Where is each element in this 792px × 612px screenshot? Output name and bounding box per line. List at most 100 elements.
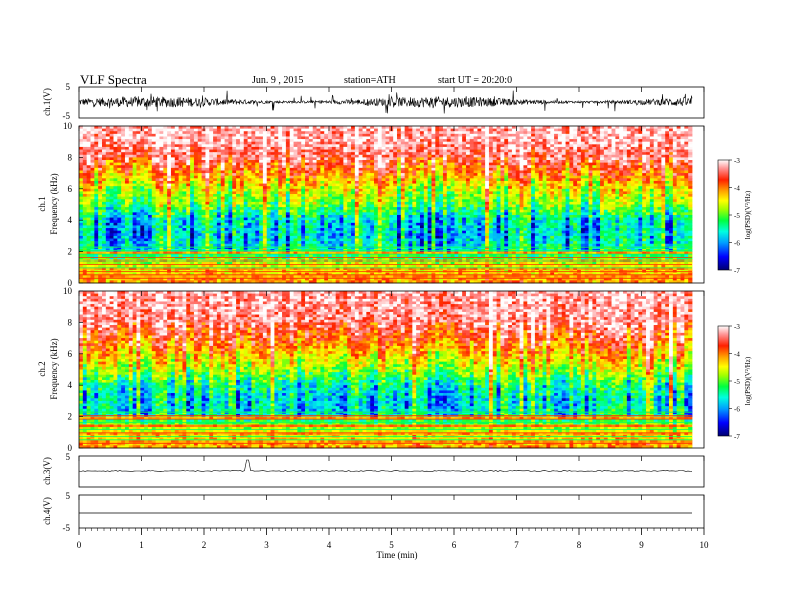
spectrogram-cell	[550, 126, 555, 130]
spectrogram-cell	[98, 126, 103, 130]
spectrogram-cell	[259, 146, 264, 150]
spectrogram-cell	[569, 154, 574, 158]
spectrogram-cell	[297, 165, 302, 169]
spectrogram-cell	[155, 183, 160, 187]
spectrogram-cell	[431, 133, 436, 137]
spectrogram-cell	[132, 204, 137, 208]
spectrogram-cell	[178, 170, 183, 174]
spectrogram-cell	[672, 167, 678, 171]
spectrogram-cell	[354, 162, 360, 166]
spectrogram-cell	[381, 199, 386, 203]
spectrogram-cell	[270, 160, 275, 164]
spectrogram-cell	[400, 199, 406, 203]
spectrogram-cell	[324, 149, 329, 153]
spectrogram-cell	[381, 188, 386, 192]
spectrogram-cell	[262, 154, 268, 158]
spectrogram-cell	[488, 173, 494, 177]
spectrogram-cell	[496, 154, 501, 158]
spectrogram-cell	[423, 146, 429, 150]
spectrogram-cell	[113, 133, 118, 137]
spectrogram-cell	[680, 149, 685, 153]
spectrogram-cell	[193, 131, 199, 135]
spectrogram-cell	[462, 144, 467, 148]
spectrogram-cell	[688, 131, 693, 135]
spectrogram-cell	[320, 154, 325, 158]
spectrogram-cell	[684, 201, 689, 205]
spectrogram-cell	[669, 196, 674, 200]
spectrogram-cell	[638, 204, 643, 208]
spectrogram-cell	[140, 146, 145, 150]
spectrogram-cell	[638, 165, 643, 169]
spectrogram-cell	[615, 144, 620, 148]
spectrogram-cell	[580, 170, 586, 174]
spectrogram-cell	[642, 180, 647, 184]
spectrogram-cell	[262, 131, 268, 135]
spectrogram-cell	[573, 194, 578, 198]
spectrogram-cell	[492, 180, 497, 184]
spectrogram-cell	[649, 133, 655, 137]
spectrogram-cell	[90, 146, 95, 150]
spectrogram-cell	[362, 199, 367, 203]
spectrogram-cell	[423, 199, 429, 203]
spectrogram-cell	[458, 141, 463, 145]
spectrogram-cell	[661, 128, 666, 132]
spectrogram-cell	[136, 128, 141, 132]
spectrogram-cell	[465, 160, 471, 164]
spectrogram-cell	[293, 186, 298, 190]
spectrogram-cell	[492, 144, 497, 148]
spectrogram-cell	[354, 201, 360, 205]
spectrogram-cell	[454, 154, 459, 158]
spectrogram-cell	[216, 191, 222, 195]
spectrogram-cell	[79, 186, 84, 190]
spectrogram-cell	[412, 194, 417, 198]
spectrogram-cell	[623, 154, 628, 158]
spectrogram-cell	[481, 194, 486, 198]
spectrogram-cell	[255, 186, 260, 190]
spectrogram-cell	[477, 149, 482, 153]
spectrogram-cell	[661, 152, 666, 156]
spectrogram-cell	[354, 146, 360, 150]
spectrogram-cell	[404, 131, 409, 135]
spectrogram-cell	[446, 204, 452, 208]
date-label: Jun. 9 , 2015	[252, 75, 304, 86]
spectrogram-cell	[550, 199, 555, 203]
spectrogram-cell	[393, 152, 398, 156]
spectrogram-cell	[170, 131, 176, 135]
spectrogram-cell	[362, 128, 367, 132]
spectrogram-cell	[374, 183, 379, 187]
spectrogram-cell	[159, 180, 164, 184]
spectrogram-cell	[362, 162, 367, 166]
spectrogram-cell	[197, 136, 202, 140]
spectrogram-cell	[550, 196, 555, 200]
spectrogram-cell	[389, 170, 394, 174]
spectrogram-cell	[626, 144, 632, 148]
spectrogram-cell	[573, 173, 578, 177]
spectrogram-cell	[232, 173, 237, 177]
spectrogram-cell	[454, 178, 459, 182]
spectrogram-cell	[328, 180, 333, 184]
spectrogram-cell	[117, 139, 122, 143]
spectrogram-cell	[500, 165, 505, 169]
spectrogram-cell	[496, 131, 501, 135]
spectrogram-cell	[101, 128, 107, 132]
spectrogram-cell	[79, 188, 84, 192]
spectrogram-cell	[389, 131, 394, 135]
spectrogram-cell	[488, 204, 494, 208]
spectrogram-cell	[232, 165, 237, 169]
spectrogram-cell	[251, 180, 256, 184]
spectrogram-cell	[167, 149, 172, 153]
spectrogram-cell	[354, 152, 360, 156]
spectrogram-cell	[232, 162, 237, 166]
spectrogram-cell	[485, 175, 490, 179]
spectrogram-cell	[147, 141, 153, 145]
spectrogram-cell	[255, 167, 260, 171]
spectrogram-cell	[351, 128, 356, 132]
spectrogram-cell	[159, 167, 164, 171]
spectrogram-cell	[94, 183, 99, 187]
spectrogram-cell	[569, 152, 574, 156]
spectrogram-cell	[213, 186, 218, 190]
spectrogram-cell	[400, 139, 406, 143]
spectrogram-cell	[642, 162, 647, 166]
spectrogram-cell	[121, 154, 126, 158]
spectrogram-cell	[251, 175, 256, 179]
